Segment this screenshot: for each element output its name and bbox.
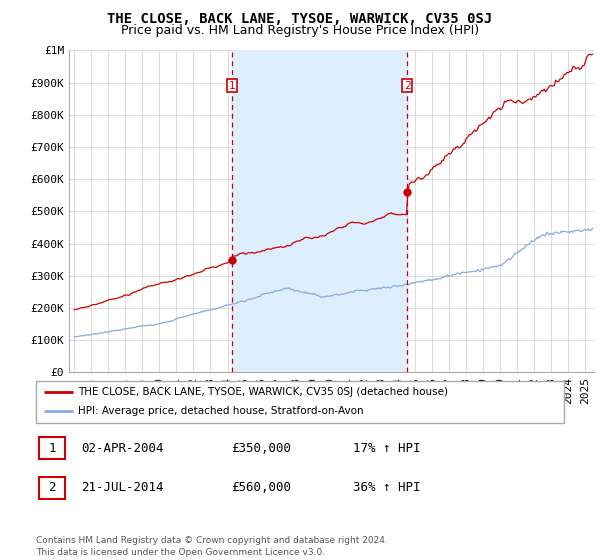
FancyBboxPatch shape	[38, 437, 65, 459]
Text: 02-APR-2004: 02-APR-2004	[81, 442, 163, 455]
Text: HPI: Average price, detached house, Stratford-on-Avon: HPI: Average price, detached house, Stra…	[78, 407, 364, 417]
Text: THE CLOSE, BACK LANE, TYSOE, WARWICK, CV35 0SJ: THE CLOSE, BACK LANE, TYSOE, WARWICK, CV…	[107, 12, 493, 26]
Text: 17% ↑ HPI: 17% ↑ HPI	[353, 442, 420, 455]
Text: 1: 1	[48, 442, 56, 455]
Text: 21-JUL-2014: 21-JUL-2014	[81, 481, 163, 494]
Bar	[232, 50, 407, 372]
Text: Price paid vs. HM Land Registry's House Price Index (HPI): Price paid vs. HM Land Registry's House …	[121, 24, 479, 36]
Text: £560,000: £560,000	[232, 481, 292, 494]
Text: Contains HM Land Registry data © Crown copyright and database right 2024.
This d: Contains HM Land Registry data © Crown c…	[36, 536, 388, 557]
Text: 1: 1	[229, 81, 235, 91]
Text: 2: 2	[48, 481, 56, 494]
Text: £350,000: £350,000	[232, 442, 292, 455]
Text: 36% ↑ HPI: 36% ↑ HPI	[353, 481, 420, 494]
Text: THE CLOSE, BACK LANE, TYSOE, WARWICK, CV35 0SJ (detached house): THE CLOSE, BACK LANE, TYSOE, WARWICK, CV…	[78, 387, 448, 397]
Text: 2: 2	[404, 81, 411, 91]
FancyBboxPatch shape	[36, 381, 564, 423]
FancyBboxPatch shape	[38, 477, 65, 498]
